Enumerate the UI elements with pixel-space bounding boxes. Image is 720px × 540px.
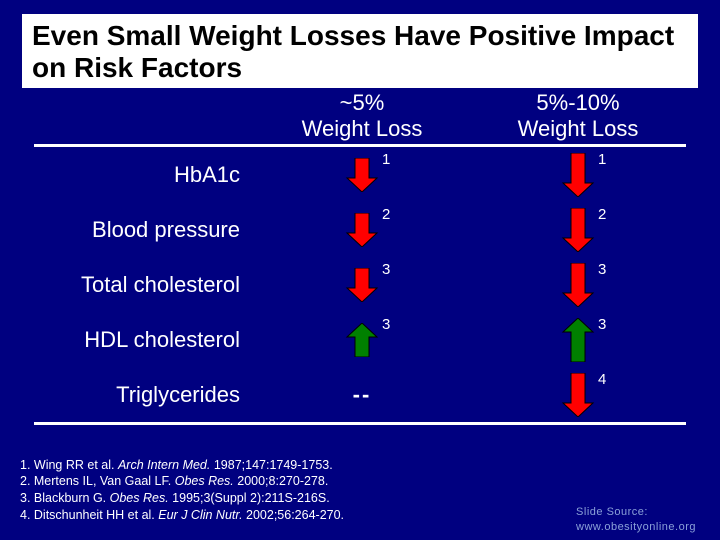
arrow-wrap xyxy=(345,158,379,192)
arrow-wrap xyxy=(561,373,595,417)
table-row: Total cholesterol 3 3 xyxy=(34,257,686,312)
table-row: HDL cholesterol 3 3 xyxy=(34,312,686,367)
col2-header-line2: Weight Loss xyxy=(470,116,686,142)
table-rows: HbA1c 1 1 Blood pressure 2 2 Total cholesterol… xyxy=(34,147,686,422)
arrow-down-icon xyxy=(561,373,595,417)
cell: 3 xyxy=(470,257,686,312)
table-row: HbA1c 1 1 xyxy=(34,147,686,202)
cell: 1 xyxy=(470,147,686,202)
row-label: HDL cholesterol xyxy=(34,327,254,353)
reference-line: 1. Wing RR et al. Arch Intern Med. 1987;… xyxy=(20,457,344,474)
col2-header-line1: 5%-10% xyxy=(470,90,686,116)
cell: 3 xyxy=(254,257,470,312)
col1-header-line2: Weight Loss xyxy=(254,116,470,142)
arrow-down-icon xyxy=(345,213,379,247)
row-label: HbA1c xyxy=(34,162,254,188)
row-label: Total cholesterol xyxy=(34,272,254,298)
no-change-dash: -- xyxy=(353,382,372,408)
arrow-down-icon xyxy=(345,158,379,192)
column-headers: ~5% Weight Loss 5%-10% Weight Loss xyxy=(34,90,686,144)
arrow-wrap xyxy=(561,153,595,197)
cell: 4 xyxy=(470,367,686,422)
ref-marker: 4 xyxy=(598,371,606,388)
arrow-down-icon xyxy=(561,208,595,252)
ref-marker: 3 xyxy=(382,261,390,278)
slide-source: Slide Source: www.obesityonline.org xyxy=(576,505,696,534)
arrow-wrap xyxy=(561,208,595,252)
slide-title: Even Small Weight Losses Have Positive I… xyxy=(32,20,688,84)
cell: 2 xyxy=(254,202,470,257)
arrow-wrap xyxy=(345,268,379,302)
references: 1. Wing RR et al. Arch Intern Med. 1987;… xyxy=(20,457,344,525)
arrow-down-icon xyxy=(561,263,595,307)
cell: 1 xyxy=(254,147,470,202)
ref-marker: 3 xyxy=(598,261,606,278)
slide-source-line2: www.obesityonline.org xyxy=(576,520,696,534)
ref-marker: 3 xyxy=(598,316,606,333)
arrow-up-icon xyxy=(561,318,595,362)
arrow-wrap xyxy=(345,323,379,357)
table-row: Blood pressure 2 2 xyxy=(34,202,686,257)
reference-line: 2. Mertens IL, Van Gaal LF. Obes Res. 20… xyxy=(20,473,344,490)
cell: 3 xyxy=(470,312,686,367)
table-rule-bottom xyxy=(34,422,686,425)
ref-marker: 2 xyxy=(598,206,606,223)
slide-source-line1: Slide Source: xyxy=(576,505,696,519)
ref-marker: 2 xyxy=(382,206,390,223)
reference-line: 3. Blackburn G. Obes Res. 1995;3(Suppl 2… xyxy=(20,490,344,507)
col2-header: 5%-10% Weight Loss xyxy=(470,90,686,144)
col1-header: ~5% Weight Loss xyxy=(254,90,470,144)
ref-marker: 1 xyxy=(382,151,390,168)
arrow-wrap xyxy=(561,318,595,362)
col1-header-line1: ~5% xyxy=(254,90,470,116)
arrow-down-icon xyxy=(345,268,379,302)
cell: 3 xyxy=(254,312,470,367)
table-row: Triglycerides -- 4 xyxy=(34,367,686,422)
cell: 2 xyxy=(470,202,686,257)
cell: -- xyxy=(254,367,470,422)
arrow-down-icon xyxy=(561,153,595,197)
reference-line: 4. Ditschunheit HH et al. Eur J Clin Nut… xyxy=(20,507,344,524)
arrow-up-icon xyxy=(345,323,379,357)
chart-area: ~5% Weight Loss 5%-10% Weight Loss HbA1c… xyxy=(34,90,686,425)
ref-marker: 1 xyxy=(598,151,606,168)
title-box: Even Small Weight Losses Have Positive I… xyxy=(22,14,698,88)
row-label: Triglycerides xyxy=(34,382,254,408)
ref-marker: 3 xyxy=(382,316,390,333)
arrow-wrap xyxy=(561,263,595,307)
row-label: Blood pressure xyxy=(34,217,254,243)
arrow-wrap xyxy=(345,213,379,247)
